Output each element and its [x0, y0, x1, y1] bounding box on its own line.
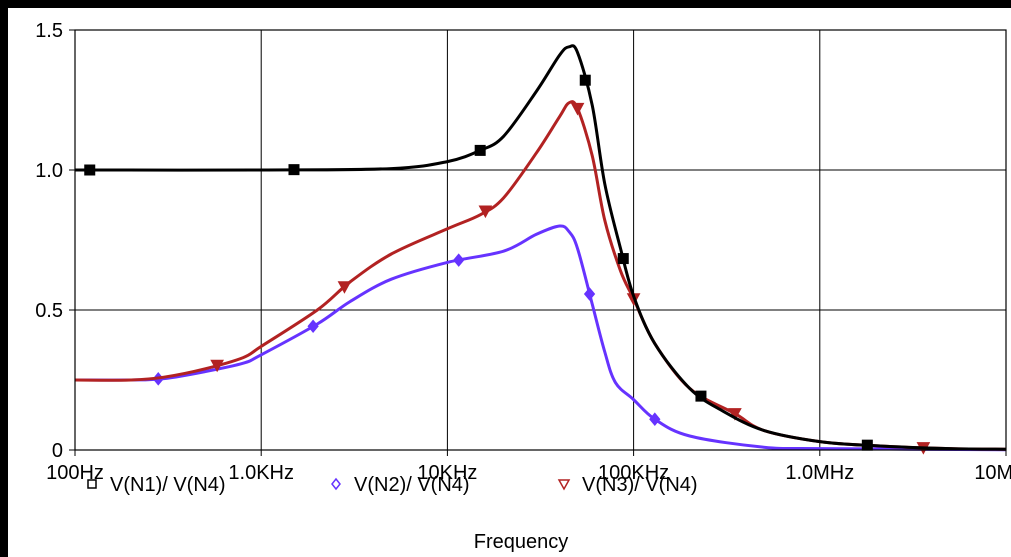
series-layer [74, 44, 1007, 455]
series-3-point [570, 102, 585, 116]
legend-marker-square-icon [87, 479, 97, 489]
y-tick-label: 0 [52, 440, 63, 462]
x-tick-label: 1.0KHz [228, 462, 294, 484]
x-tick-label: 100KHz [598, 462, 669, 484]
series-3-point [337, 281, 352, 294]
series-1-point [84, 164, 96, 176]
series-2-point [583, 287, 596, 301]
series-1-point [861, 439, 873, 451]
series-1-point [474, 144, 486, 156]
series-1-point [288, 164, 300, 176]
y-tick-label: 0.5 [35, 300, 63, 322]
series-3-line [74, 100, 1007, 451]
series-3-point [210, 359, 224, 373]
series-1-point [617, 253, 629, 265]
series-1-point [579, 74, 591, 86]
legend-label: V(N2)/ V(N4) [354, 474, 470, 496]
legend-marker-triangle-icon [557, 479, 571, 491]
legend-label: V(N1)/ V(N4) [110, 474, 226, 496]
series-1-line [74, 44, 1007, 451]
plot-border [74, 29, 1007, 451]
y-tick-label: 1.0 [35, 160, 63, 182]
series-2-point [307, 319, 319, 334]
line-chart: 100Hz 1.0KHz 10KHz 100KHz 1.0MHz 10MHz 0 0.5 1.0… [35, 20, 1011, 553]
legend-item: V(N3)/ V(N4) [557, 474, 698, 496]
x-axis-label: Frequency [474, 531, 569, 553]
chart-frame: 100Hz 1.0KHz 10KHz 100KHz 1.0MHz 10MHz 0 0.5 1.0… [8, 8, 1011, 557]
series-1-point [695, 390, 707, 402]
x-tick-label: 1.0MHz [785, 462, 854, 484]
series-3-point [728, 408, 742, 421]
legend-marker-diamond-icon [331, 477, 341, 491]
series-2-line [74, 224, 1007, 452]
series-2-point [649, 412, 661, 426]
y-tick-label: 1.5 [35, 20, 63, 42]
x-tick-label: 10MHz [974, 462, 1011, 484]
legend-item: V(N1)/ V(N4) [87, 474, 226, 496]
series-3-point [478, 205, 493, 219]
legend: V(N1)/ V(N4) V(N2)/ V(N4) V(N3)/ V(N4) [87, 474, 698, 496]
legend-label: V(N3)/ V(N4) [582, 474, 698, 496]
x-tick-label: 10KHz [417, 462, 477, 484]
tick-labels: 100Hz 1.0KHz 10KHz 100KHz 1.0MHz 10MHz 0 0.5 1.0… [35, 20, 1011, 484]
x-tick-label: 100Hz [46, 462, 104, 484]
series-2-point [453, 253, 465, 267]
legend-item: V(N2)/ V(N4) [331, 474, 470, 496]
axes [69, 29, 1007, 456]
grid [75, 30, 1006, 450]
